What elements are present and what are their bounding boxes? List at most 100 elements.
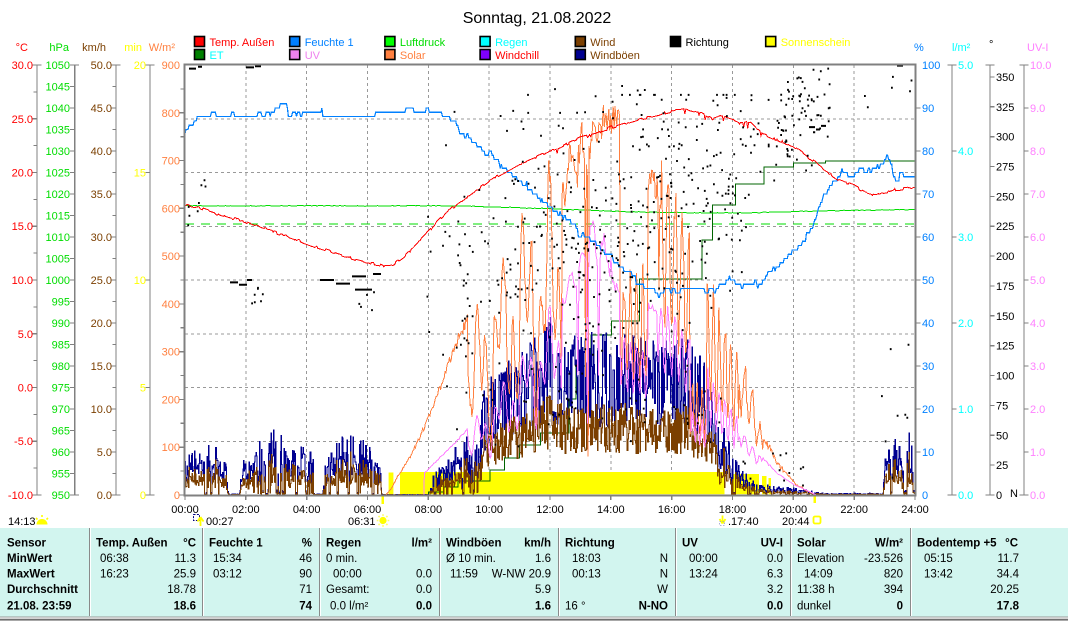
svg-text:200: 200 [162,394,180,406]
svg-text:400: 400 [162,299,180,311]
svg-text:1010: 1010 [46,232,70,244]
svg-text:300: 300 [162,347,180,359]
svg-text:UV: UV [305,50,321,62]
svg-text:min: min [124,42,142,54]
svg-text:995: 995 [52,297,70,309]
svg-text:1005: 1005 [46,254,70,266]
svg-text:30.0: 30.0 [91,232,112,244]
svg-text:hPa: hPa [49,42,69,54]
svg-text:14:13: 14:13 [8,516,36,528]
svg-text:W/m²: W/m² [149,42,176,54]
svg-text:5.0: 5.0 [958,60,973,72]
svg-text:16:00: 16:00 [658,504,686,516]
svg-text:1.6: 1.6 [535,601,551,613]
svg-text:70: 70 [922,189,934,201]
svg-text:20.25: 20.25 [990,584,1019,596]
svg-text:325: 325 [996,102,1014,114]
svg-text:17.8: 17.8 [997,601,1020,613]
svg-text:Temp. Außen: Temp. Außen [210,37,275,49]
svg-text:2.0: 2.0 [958,318,973,330]
svg-text:3.2: 3.2 [767,584,783,596]
svg-text:71: 71 [299,584,312,596]
svg-text:950: 950 [52,490,70,502]
svg-text:00:00: 00:00 [333,569,362,581]
svg-text:985: 985 [52,340,70,352]
svg-text:300: 300 [996,132,1014,144]
svg-text:700: 700 [162,156,180,168]
svg-text:18:00: 18:00 [719,504,747,516]
svg-text:-10.0: -10.0 [8,490,33,502]
svg-text:175: 175 [996,281,1014,293]
svg-text:11.7: 11.7 [997,553,1019,565]
svg-text:04:00: 04:00 [293,504,321,516]
svg-text:5.0: 5.0 [18,329,33,341]
svg-text:Windchill: Windchill [495,50,539,62]
svg-text:250: 250 [996,191,1014,203]
svg-text:3.0: 3.0 [1030,361,1045,373]
svg-text:N-NO: N-NO [639,601,668,613]
svg-text:0.0: 0.0 [416,584,432,596]
svg-text:13:24: 13:24 [689,569,718,581]
svg-text:14:09: 14:09 [804,569,833,581]
svg-text:1040: 1040 [46,103,70,115]
svg-text:km/h: km/h [82,42,106,54]
svg-text:Sensor: Sensor [7,538,47,550]
svg-text:18.78: 18.78 [167,584,196,596]
svg-text:90: 90 [299,569,312,581]
svg-text:1025: 1025 [46,168,70,180]
svg-text:UV: UV [682,538,698,550]
svg-text:975: 975 [52,383,70,395]
svg-text:18:03: 18:03 [572,553,601,565]
svg-text:34.4: 34.4 [997,569,1020,581]
svg-text:50: 50 [996,430,1008,442]
svg-text:MaxWert: MaxWert [7,569,55,581]
svg-text:5.0: 5.0 [97,447,112,459]
svg-text:0: 0 [996,490,1002,502]
svg-text:10.0: 10.0 [1030,60,1051,72]
svg-text:50: 50 [922,275,934,287]
svg-text:10: 10 [922,447,934,459]
svg-text:0: 0 [140,490,146,502]
svg-text:°: ° [989,39,993,51]
svg-text:W: W [657,584,668,596]
svg-text:1035: 1035 [46,125,70,137]
svg-text:0.0: 0.0 [767,601,783,613]
svg-text:10.0: 10.0 [12,275,33,287]
svg-text:11:59: 11:59 [450,569,478,581]
svg-text:Sonntag, 21.08.2022: Sonntag, 21.08.2022 [463,10,612,27]
svg-text:20: 20 [922,404,934,416]
svg-text:225: 225 [996,221,1014,233]
svg-text:15: 15 [134,168,146,180]
svg-text:15.0: 15.0 [12,221,33,233]
svg-text:7.0: 7.0 [1030,189,1045,201]
svg-text:10:00: 10:00 [475,504,503,516]
svg-text:16:23: 16:23 [100,569,129,581]
svg-text:0: 0 [897,601,903,613]
svg-text:Elevation: Elevation [797,553,844,565]
svg-text:6.0: 6.0 [1030,232,1045,244]
svg-text:0.0: 0.0 [18,383,33,395]
svg-text:12:00: 12:00 [536,504,564,516]
svg-text:1030: 1030 [46,146,70,158]
svg-text:955: 955 [52,469,70,481]
svg-text:03:12: 03:12 [213,569,242,581]
svg-text:N: N [660,553,668,565]
svg-text:20: 20 [134,60,146,72]
svg-text:N: N [660,569,668,581]
svg-text:11:38 h: 11:38 h [797,584,835,596]
svg-text:6.3: 6.3 [767,569,783,581]
svg-text:80: 80 [922,146,934,158]
svg-text:N: N [1010,488,1018,500]
svg-text:30.0: 30.0 [12,60,33,72]
svg-text:10.0: 10.0 [91,404,112,416]
svg-text:30: 30 [922,361,934,373]
svg-text:km/h: km/h [524,538,551,550]
svg-text:46: 46 [299,553,312,565]
svg-text:50.0: 50.0 [91,60,112,72]
svg-text:5: 5 [140,383,146,395]
svg-text:00:00: 00:00 [689,553,718,565]
svg-text:Feuchte 1: Feuchte 1 [209,538,263,550]
svg-text:-23.526: -23.526 [864,553,903,565]
svg-text:75: 75 [996,400,1008,412]
svg-text:1045: 1045 [46,82,70,94]
